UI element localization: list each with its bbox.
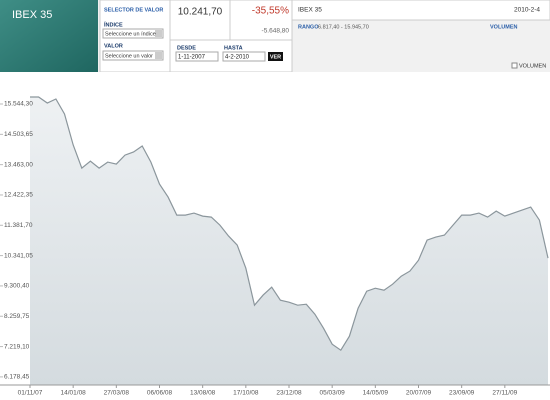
x-tick-label: 14/05/09: [363, 390, 389, 397]
to-date: 4-2-2010: [225, 55, 250, 61]
y-tick-label: 6.178,45: [4, 374, 30, 381]
y-tick-label: 10.341,05: [4, 252, 33, 259]
info-date: 2010-2-4: [514, 7, 540, 14]
x-tick-label: 06/06/08: [147, 390, 173, 397]
x-tick-label: 14/01/08: [61, 390, 87, 397]
x-tick-label: 20/07/09: [406, 390, 432, 397]
y-tick-label: 8.259,75: [4, 313, 30, 320]
index-name: IBEX 35: [12, 9, 52, 21]
change-abs: -5.648,80: [262, 28, 290, 35]
y-tick-label: 12.422,35: [4, 192, 33, 199]
y-tick-label: 9.300,40: [4, 283, 30, 290]
value-select-text: Seleccione un valor: [105, 53, 153, 59]
x-tick-label: 27/03/08: [104, 390, 130, 397]
index-select-text: Seleccione un índice: [105, 31, 156, 37]
change-pct: -35,55%: [252, 6, 289, 17]
x-tick-label: 01/11/07: [18, 390, 43, 397]
volume-checkbox-label: VOLUMEN: [519, 63, 546, 69]
y-tick-label: 11.381,70: [4, 222, 33, 229]
x-tick-label: 17/10/08: [233, 390, 259, 397]
select-arrow: [155, 52, 162, 59]
value-select[interactable]: [102, 50, 164, 61]
volume-checkbox[interactable]: [511, 62, 518, 69]
plot: 6.178,45 7.219,10 8.259,75 9.300,40 10.341,0…: [0, 96, 550, 397]
value-label: VALOR: [104, 43, 123, 49]
last-value: 10.241,70: [178, 7, 223, 18]
info-bar: [291, 0, 550, 21]
go-button[interactable]: [268, 52, 283, 61]
x-tick-label: 27/11/09: [492, 390, 517, 397]
change-panel: [229, 0, 293, 41]
range-value: 6.817,40 - 15.945,70: [318, 24, 369, 30]
info-name: IBEX 35: [298, 7, 322, 14]
x-tick-label: 13/08/08: [190, 390, 216, 397]
to-input[interactable]: [222, 51, 266, 62]
y-tick-label: 7.219,10: [4, 343, 30, 350]
range-label: RANGO: [298, 24, 319, 30]
y-tick-label: 15.544,30: [4, 101, 33, 108]
selector-title: SELECTOR DE VALOR: [104, 7, 163, 13]
go-button-text: VER: [270, 54, 281, 60]
y-tick-label: 13.463,00: [4, 161, 33, 168]
index-box: [0, 0, 98, 72]
value-panel: [169, 0, 231, 41]
volume-label: VOLUMEN: [490, 24, 518, 30]
index-label: ÍNDICE: [104, 20, 123, 28]
y-tick-label: 14.503,65: [4, 131, 33, 138]
from-input[interactable]: [175, 51, 219, 62]
area-fill: [30, 97, 548, 385]
index-select[interactable]: [102, 28, 164, 39]
x-tick-label: 05/03/09: [320, 390, 346, 397]
to-label: HASTA: [224, 45, 243, 51]
from-label: DESDE: [177, 45, 196, 51]
select-arrow: [155, 30, 162, 37]
from-date: 1-11-2007: [178, 55, 206, 61]
x-tick-label: 23/09/09: [449, 390, 475, 397]
x-tick-label: 23/12/08: [276, 390, 302, 397]
price-line: [30, 96, 549, 352]
